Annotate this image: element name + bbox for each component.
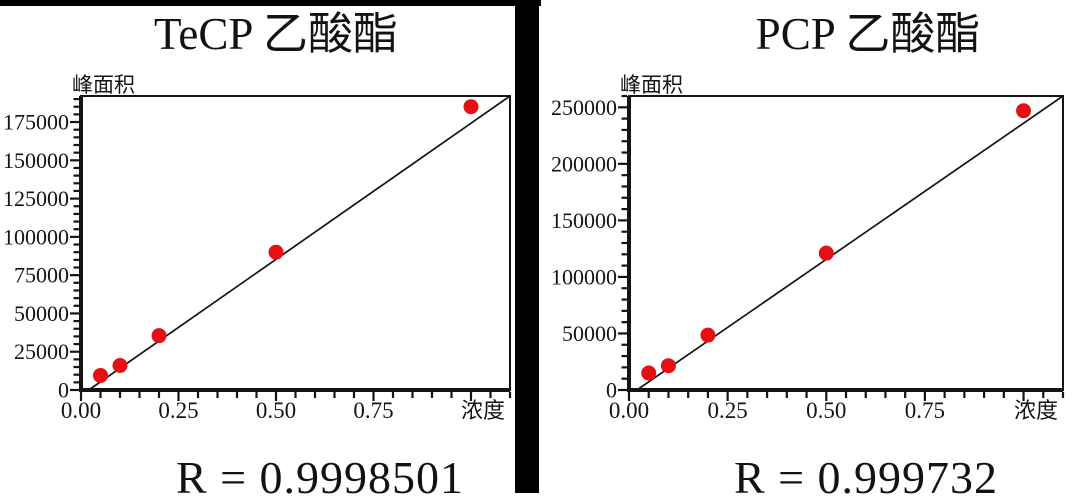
pcp-chart-title: PCP 乙酸酯 [755, 9, 981, 59]
x-tick-label: 0.50 [256, 398, 296, 423]
fit-line [88, 95, 511, 391]
y-tick-label: 175000 [3, 110, 69, 135]
tecp-chart-title: TeCP 乙酸酯 [154, 9, 398, 59]
scan-artifact-top-bar [0, 0, 541, 6]
x-tick-label: 0.50 [806, 398, 846, 423]
panel-divider-bar [515, 0, 539, 493]
data-point [268, 244, 284, 260]
x-tick-label: 0.00 [61, 398, 101, 423]
x-tick-label: 0.25 [708, 398, 748, 423]
data-point [151, 328, 167, 344]
tecp-calibration-chart: 0.00 0.25 0.50 0.75 0 25000 50000 75000 100000 12… [3, 73, 512, 423]
data-point [1016, 103, 1032, 119]
data-point [112, 358, 128, 373]
y-tick-label: 50000 [14, 301, 69, 326]
y-tick-label: 100000 [3, 224, 69, 249]
y-axis-label: 峰面积 [620, 73, 683, 97]
pcp-correlation-label: R = 0.999732 [733, 452, 999, 497]
y-tick-label: 150000 [3, 148, 69, 173]
data-point [93, 367, 108, 383]
x-tick-label: 0.25 [158, 398, 198, 423]
x-tick-label: 0.75 [353, 398, 393, 423]
tecp-correlation-label: R = 0.9998501 [175, 452, 465, 497]
x-axis-label: 浓度 [461, 398, 505, 423]
pcp-calibration-chart: 0.00 0.25 0.50 0.75 0 50000 100000 150000 200000… [551, 73, 1065, 423]
data-point [641, 365, 657, 381]
x-tick-label: 0.75 [905, 398, 945, 423]
y-axis-label: 峰面积 [72, 73, 135, 97]
x-tick-label: 0.00 [609, 398, 649, 423]
y-tick-label: 75000 [14, 263, 69, 288]
y-tick-label: 0 [606, 378, 617, 403]
data-point [700, 327, 716, 343]
data-point [818, 245, 834, 261]
y-tick-label: 125000 [3, 186, 69, 211]
y-tick-label: 250000 [551, 95, 617, 120]
y-tick-label: 0 [58, 378, 69, 403]
y-tick-label: 150000 [551, 208, 617, 233]
data-point [463, 99, 479, 115]
y-tick-label: 25000 [14, 339, 69, 364]
data-point [660, 358, 676, 374]
y-tick-label: 50000 [562, 321, 617, 346]
x-axis-label: 浓度 [1014, 398, 1058, 423]
y-tick-label: 100000 [551, 264, 617, 289]
y-tick-label: 200000 [551, 151, 617, 176]
fit-line [636, 95, 1064, 391]
